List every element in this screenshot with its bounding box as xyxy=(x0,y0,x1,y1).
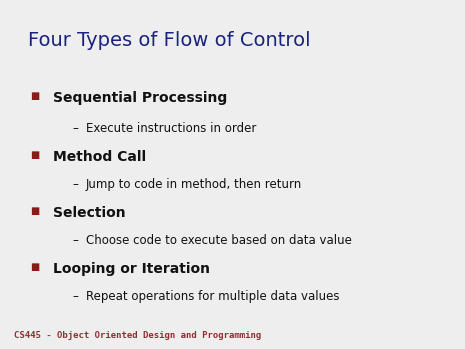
Text: ■: ■ xyxy=(30,262,40,272)
Text: ■: ■ xyxy=(30,206,40,216)
Text: –: – xyxy=(72,178,78,191)
Text: Four Types of Flow of Control: Four Types of Flow of Control xyxy=(28,31,311,50)
Text: Choose code to execute based on data value: Choose code to execute based on data val… xyxy=(86,234,352,247)
Text: Jump to code in method, then return: Jump to code in method, then return xyxy=(86,178,302,191)
Text: CS445 - Object Oriented Design and Programming: CS445 - Object Oriented Design and Progr… xyxy=(14,331,261,340)
Text: Method Call: Method Call xyxy=(53,150,146,164)
Text: Execute instructions in order: Execute instructions in order xyxy=(86,122,256,135)
Text: –: – xyxy=(72,122,78,135)
Text: Selection: Selection xyxy=(53,206,126,220)
Text: ■: ■ xyxy=(30,91,40,101)
Text: Looping or Iteration: Looping or Iteration xyxy=(53,262,211,276)
Text: –: – xyxy=(72,234,78,247)
Text: –: – xyxy=(72,290,78,303)
Text: Sequential Processing: Sequential Processing xyxy=(53,91,228,105)
Text: Repeat operations for multiple data values: Repeat operations for multiple data valu… xyxy=(86,290,339,303)
Text: ■: ■ xyxy=(30,150,40,160)
